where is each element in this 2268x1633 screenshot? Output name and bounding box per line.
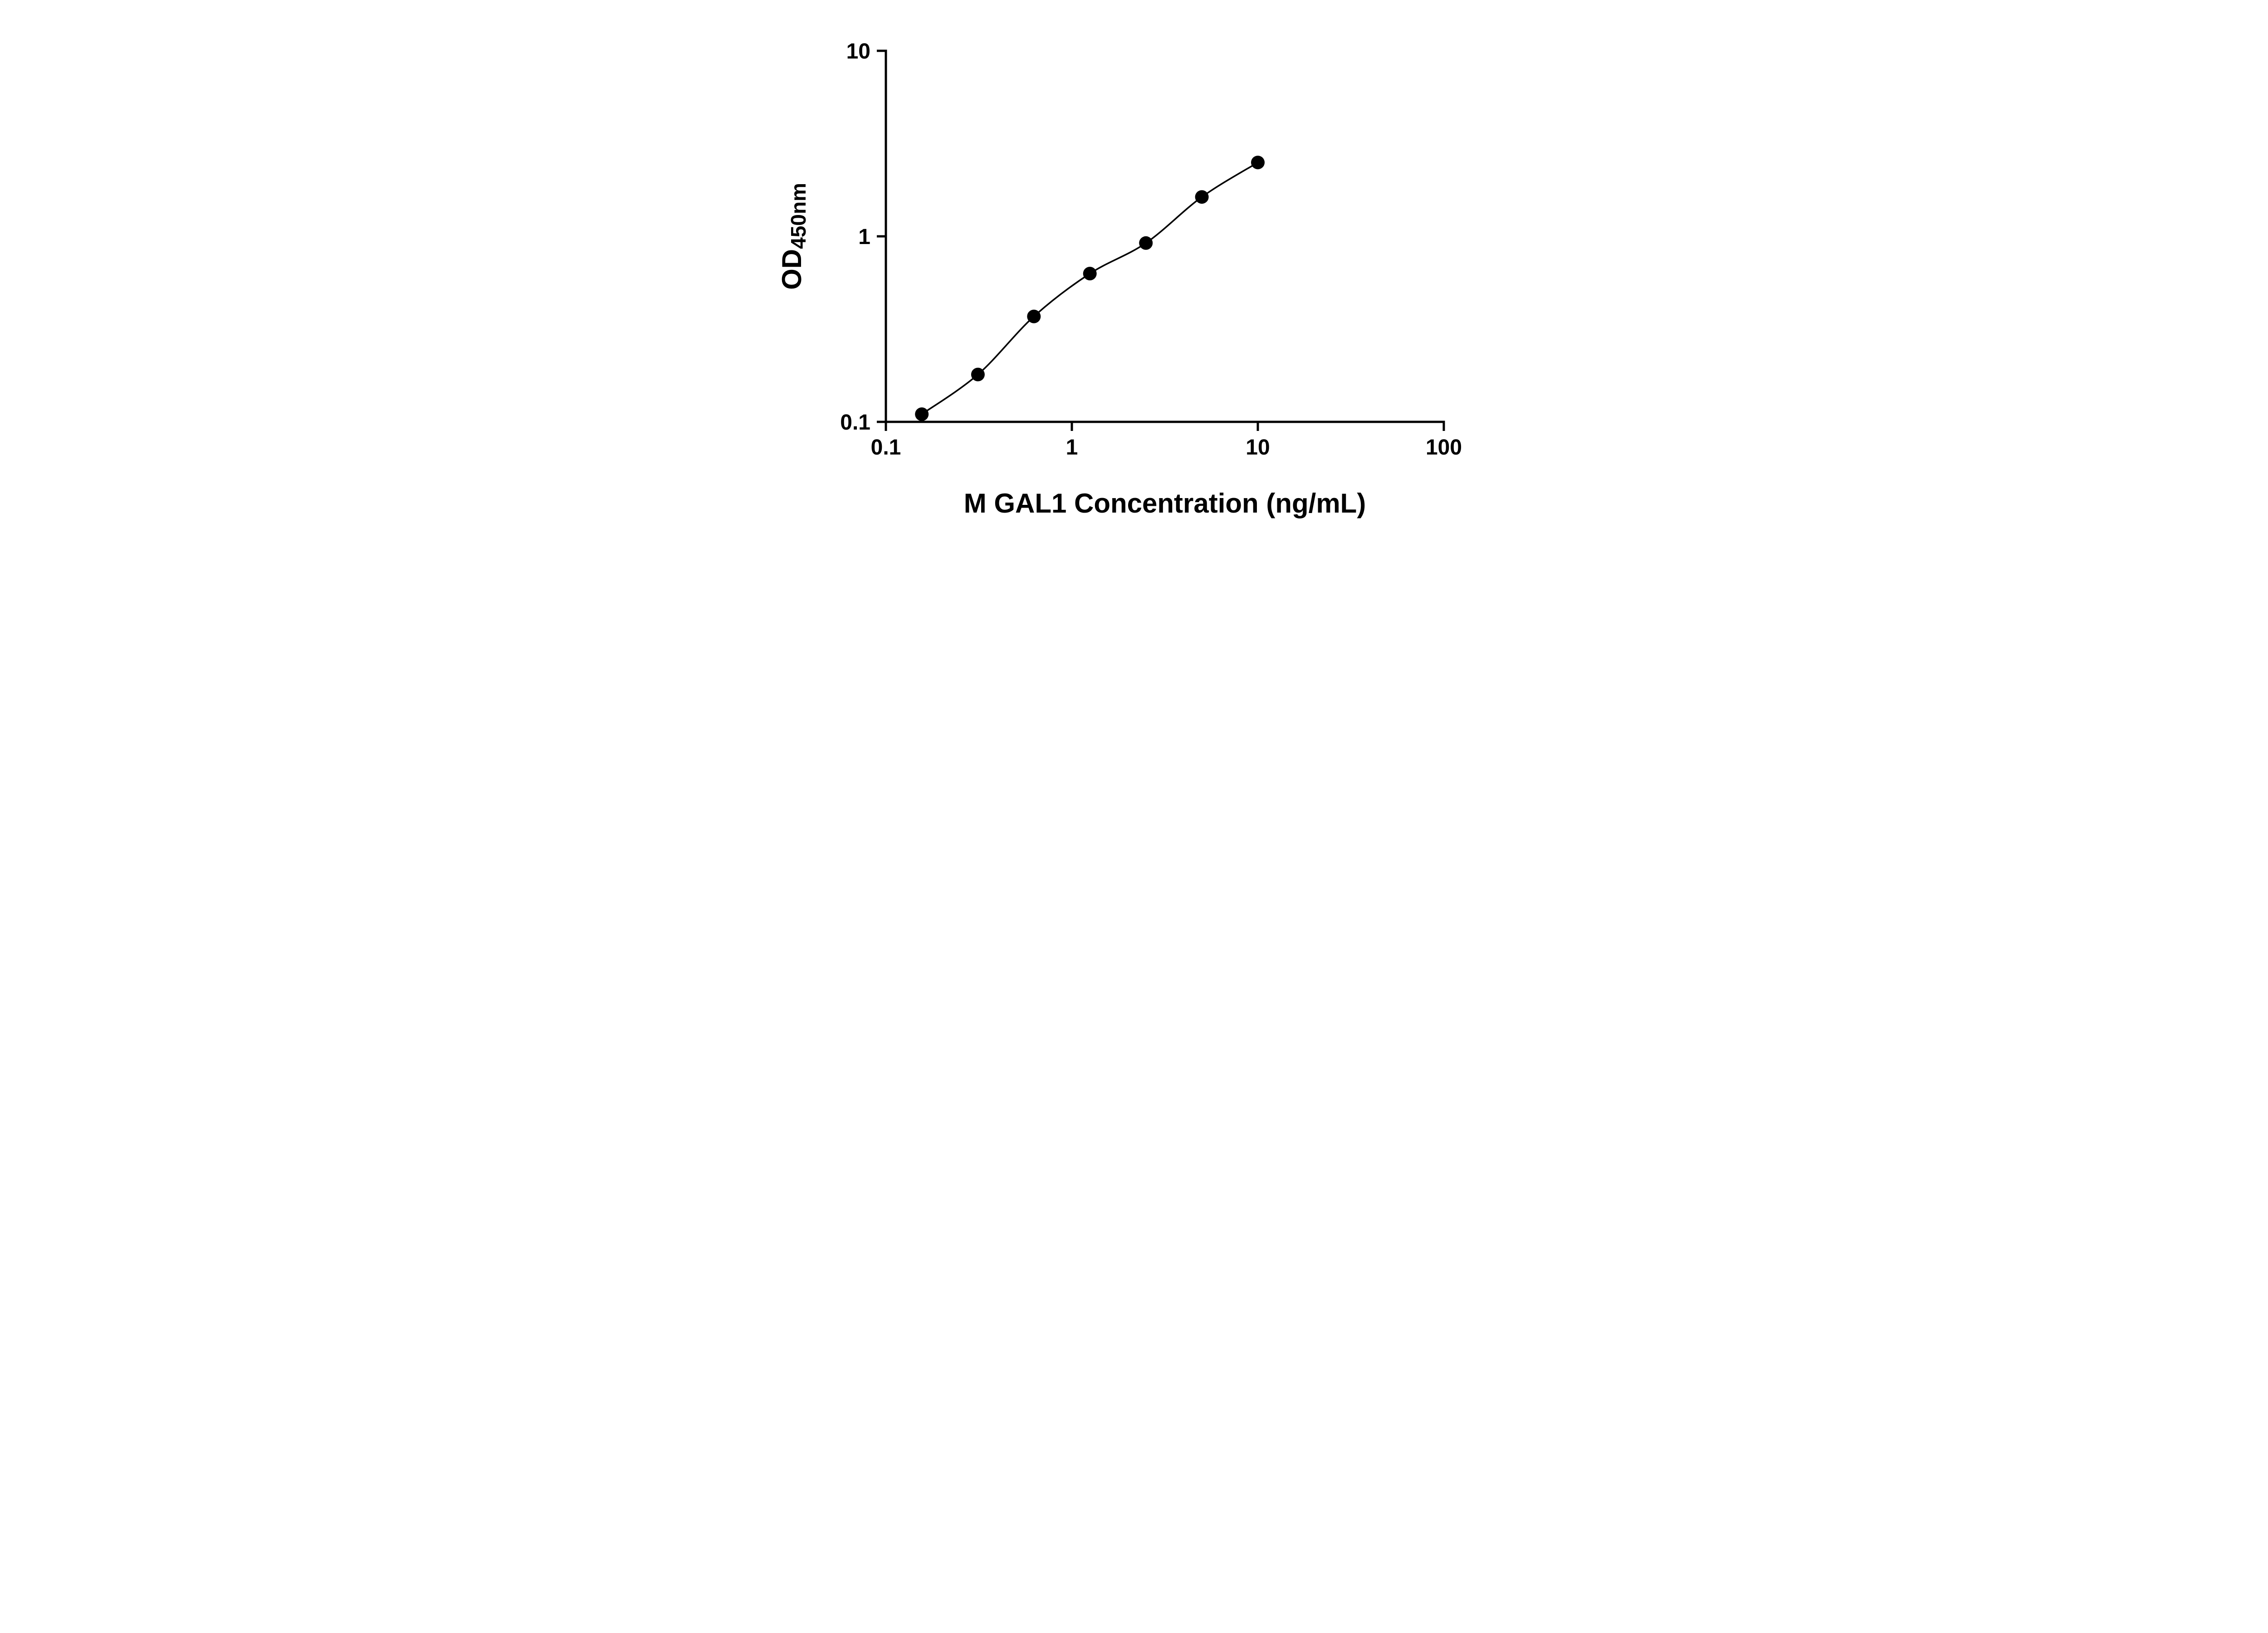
data-point (1195, 190, 1209, 204)
data-point (915, 407, 929, 421)
y-axis-title: OD450nm (777, 183, 810, 290)
x-tick-label: 10 (1246, 435, 1270, 460)
y-tick-label: 0.1 (840, 411, 870, 435)
y-axis-title-subscript: 450nm (787, 183, 810, 249)
axes-layer (885, 49, 1445, 423)
data-point (1139, 236, 1153, 250)
data-point (1251, 156, 1265, 170)
chart-canvas: 0.1 1 10 100 0.1 1 10 M GAL1 Concentration (ng… (753, 0, 1515, 544)
elisa-standard-curve-figure: 0.1 1 10 100 0.1 1 10 M GAL1 Concentration (ng… (753, 0, 1515, 544)
data-points-layer (915, 156, 1265, 421)
y-tick-label: 1 (858, 225, 870, 249)
x-tick-label: 0.1 (871, 435, 901, 460)
data-point (1083, 267, 1097, 281)
x-tick-label: 100 (1426, 435, 1462, 460)
data-point (971, 367, 985, 381)
data-point (1027, 309, 1041, 323)
x-tick-label: 1 (1066, 435, 1078, 460)
y-tick-label: 10 (846, 39, 870, 64)
y-axis-title-main: OD (777, 249, 807, 290)
axis-spine (885, 49, 1445, 423)
x-axis-title: M GAL1 Concentration (ng/mL) (964, 488, 1366, 518)
ticks-layer: 0.1 1 10 100 0.1 1 10 (840, 39, 1462, 460)
